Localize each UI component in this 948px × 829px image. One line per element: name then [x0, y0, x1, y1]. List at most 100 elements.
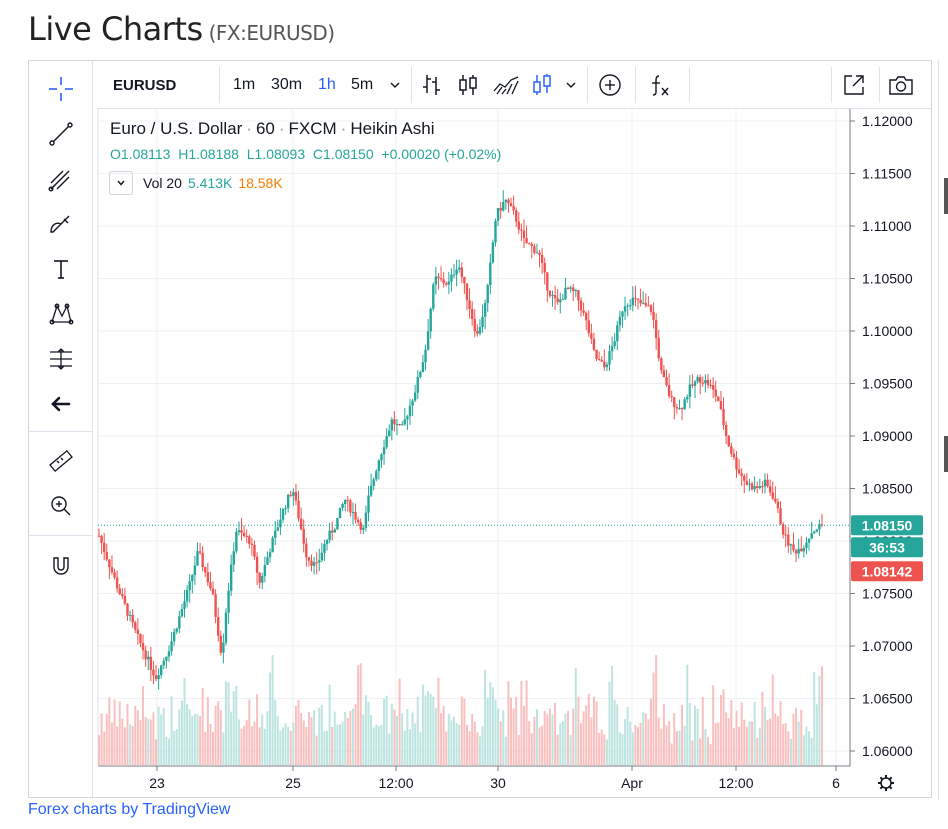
candle-body	[489, 262, 492, 286]
crosshair-icon[interactable]	[43, 71, 79, 107]
candle-body	[636, 298, 640, 300]
volume-bar	[341, 721, 344, 765]
pattern-icon[interactable]	[43, 296, 79, 332]
volume-bar	[587, 693, 590, 765]
volume-bar	[313, 710, 316, 765]
volume-bar	[548, 708, 551, 765]
volume-bar	[683, 725, 686, 765]
volume-bar	[512, 708, 515, 765]
interval-1h[interactable]: 1h	[318, 76, 336, 93]
candle-body	[198, 551, 202, 553]
volume-bar	[600, 729, 603, 765]
candle-body	[753, 486, 756, 490]
fullscreen-icon[interactable]	[841, 61, 867, 109]
interval-1m[interactable]: 1m	[233, 76, 256, 93]
volume-bar	[414, 723, 417, 765]
candle-body	[794, 550, 798, 554]
price-chart[interactable]: 1.12000 1.11500 1.11000 1.10500 1.10000 1.095…	[29, 61, 931, 797]
chevron-down-icon[interactable]	[109, 171, 133, 195]
volume-bar	[694, 705, 697, 765]
candle-body	[491, 242, 495, 263]
candle-body	[302, 529, 305, 544]
volume-bar	[758, 727, 761, 765]
candle-body	[159, 665, 163, 676]
chevron-down-icon[interactable]	[565, 61, 577, 109]
volume-bar	[751, 721, 754, 765]
volume-bar	[821, 666, 823, 765]
interval-5m[interactable]: 5m	[351, 76, 374, 93]
candle-body	[587, 320, 590, 334]
volume-bar	[294, 705, 297, 765]
candle-body	[343, 499, 347, 504]
volume-bar	[748, 721, 751, 765]
candle-style-icon[interactable]	[457, 61, 479, 109]
volume-bar	[468, 731, 471, 765]
candle-body	[810, 533, 813, 539]
candle-body	[647, 305, 650, 307]
area-style-icon[interactable]	[493, 61, 519, 109]
side-panel-handle[interactable]	[944, 436, 948, 472]
volume-bar	[370, 715, 373, 765]
add-compare-icon[interactable]	[597, 61, 623, 109]
screenshot-icon[interactable]	[887, 61, 915, 109]
projection-icon[interactable]	[43, 341, 79, 377]
side-panel-handle[interactable]	[944, 178, 948, 214]
interval-30m[interactable]: 30m	[271, 76, 303, 93]
ruler-icon[interactable]	[43, 443, 79, 479]
symbol-search[interactable]: EURUSD	[113, 76, 177, 94]
candle-body	[818, 524, 821, 530]
candle-body	[766, 479, 769, 487]
candle-body	[717, 396, 720, 402]
candle-body	[590, 333, 593, 339]
candle-body	[248, 536, 251, 544]
volume-bar	[284, 723, 287, 765]
heikin-ashi-style-icon[interactable]	[531, 61, 553, 109]
volume-label: Vol 20	[143, 175, 182, 191]
candle-body	[325, 539, 329, 545]
back-arrow-icon[interactable]	[43, 386, 79, 422]
footer-link[interactable]: Forex charts by TradingView	[28, 801, 231, 818]
settings-icon[interactable]	[878, 775, 894, 791]
candle-body	[424, 349, 427, 363]
candle-body	[540, 254, 544, 264]
volume-bar	[634, 724, 637, 765]
volume-bar	[287, 726, 290, 765]
pitchfork-icon[interactable]	[43, 161, 79, 197]
trendline-icon[interactable]	[43, 116, 79, 152]
volume-bar	[719, 695, 722, 765]
volume-bar	[359, 663, 362, 765]
volume-bar	[766, 719, 769, 765]
volume-bar	[522, 705, 525, 765]
candle-body	[276, 527, 280, 531]
candle-body	[245, 536, 248, 538]
zoom-in-icon[interactable]	[43, 488, 79, 524]
volume-bar	[613, 699, 616, 765]
volume-bar	[774, 713, 777, 765]
volume-bar	[281, 727, 284, 765]
brush-icon[interactable]	[43, 206, 79, 242]
candle-body	[258, 572, 261, 583]
candle-body	[815, 529, 819, 532]
volume-bar	[149, 719, 152, 765]
candle-body	[691, 384, 694, 386]
volume-bar	[258, 727, 261, 765]
candle-body	[481, 316, 484, 328]
indicators-icon[interactable]	[647, 61, 673, 109]
candle-body	[600, 359, 603, 362]
chevron-down-icon[interactable]	[389, 61, 401, 109]
volume-bar	[274, 699, 277, 765]
candle-body	[261, 575, 264, 583]
volume-bar	[248, 699, 251, 765]
candle-body	[274, 530, 277, 538]
magnet-icon[interactable]	[43, 548, 79, 584]
volume-bar	[530, 733, 533, 765]
volume-bar	[144, 717, 147, 765]
candle-body	[286, 494, 290, 509]
volume-bar	[302, 720, 305, 765]
bar-style-icon[interactable]	[421, 61, 443, 109]
volume-bar	[727, 718, 730, 765]
candle-body	[152, 669, 155, 676]
candle-body	[608, 351, 611, 365]
text-icon[interactable]	[43, 251, 79, 287]
candle-body	[331, 530, 334, 533]
